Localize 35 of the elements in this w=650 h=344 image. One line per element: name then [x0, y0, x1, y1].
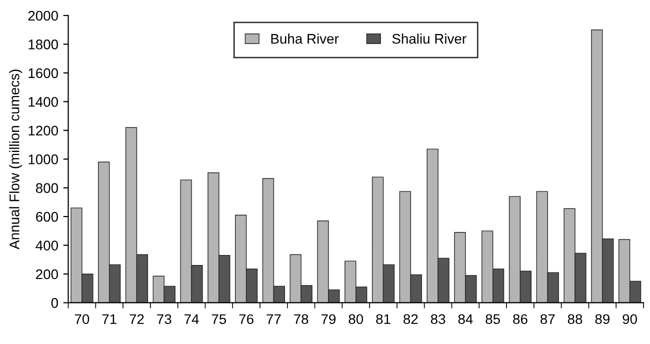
y-tick-label: 1200 — [28, 126, 58, 136]
x-tick-label: 89 — [595, 314, 610, 324]
x-tick-label: 87 — [540, 314, 555, 324]
y-tick-label: 200 — [36, 269, 58, 280]
y-axis-title: Annual Flow (million cumecs) — [9, 70, 22, 250]
y-tick-label: 1400 — [28, 96, 58, 107]
y-tick-label: 400 — [36, 240, 58, 250]
x-tick-label: 83 — [430, 314, 446, 324]
x-tick-label: 81 — [376, 314, 390, 324]
x-tick-label: 90 — [622, 314, 637, 324]
x-tick-label: 75 — [212, 314, 226, 324]
y-tick-label: 1000 — [28, 154, 58, 164]
x-tick-label: 86 — [513, 314, 528, 324]
x-tick-label: 84 — [458, 314, 473, 324]
x-tick-label: 72 — [130, 314, 144, 324]
x-tick-label: 80 — [348, 314, 364, 324]
x-tick-label: 85 — [486, 314, 500, 324]
x-tick-label: 77 — [266, 314, 281, 324]
x-tick-label: 79 — [321, 314, 336, 324]
y-tick-label: 1600 — [28, 68, 58, 78]
x-tick-label: 70 — [74, 314, 90, 324]
x-tick-label: 78 — [294, 314, 308, 324]
x-tick-label: 71 — [102, 314, 116, 324]
x-tick-label: 82 — [404, 314, 418, 324]
y-tick-label: 0 — [51, 298, 58, 308]
y-tick-label: 1800 — [28, 40, 58, 50]
y-tick-label: 800 — [36, 183, 58, 193]
x-tick-label: 76 — [239, 314, 254, 324]
y-tick-label: 2000 — [28, 10, 58, 21]
legend-label: Shaliu River — [392, 34, 466, 44]
x-tick-label: 73 — [157, 314, 172, 324]
x-tick-label: 88 — [568, 314, 582, 324]
legend-label: Buha River — [271, 34, 339, 44]
y-tick-label: 600 — [36, 212, 58, 222]
x-tick-label: 74 — [184, 314, 199, 324]
